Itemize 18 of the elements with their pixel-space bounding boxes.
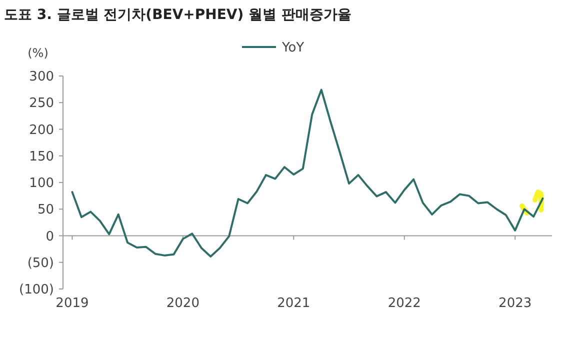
x-tick-label: 2023 bbox=[498, 296, 532, 311]
x-tick-label: 2021 bbox=[277, 296, 310, 311]
y-tick-label: 300 bbox=[29, 70, 54, 84]
y-tick-label: 250 bbox=[29, 96, 54, 112]
y-tick-label: 0 bbox=[46, 229, 54, 244]
y-tick-label: 200 bbox=[29, 122, 54, 138]
legend-label: YoY bbox=[281, 40, 304, 56]
x-tick-label: 2022 bbox=[388, 296, 421, 311]
legend: YoY bbox=[242, 40, 304, 56]
y-tick-label: 150 bbox=[29, 149, 54, 164]
y-tick-label: (50) bbox=[27, 256, 54, 271]
chart-title: 도표 3. 글로벌 전기차(BEV+PHEV) 월별 판매증가율 bbox=[4, 7, 352, 23]
y-axis-title: (%) bbox=[28, 46, 48, 60]
y-tick-label: 50 bbox=[37, 202, 54, 218]
x-tick-label: 2019 bbox=[56, 296, 89, 311]
y-tick-label: 100 bbox=[29, 176, 54, 191]
x-tick-label: 2020 bbox=[166, 296, 200, 311]
y-tick-label: (100) bbox=[19, 282, 54, 298]
